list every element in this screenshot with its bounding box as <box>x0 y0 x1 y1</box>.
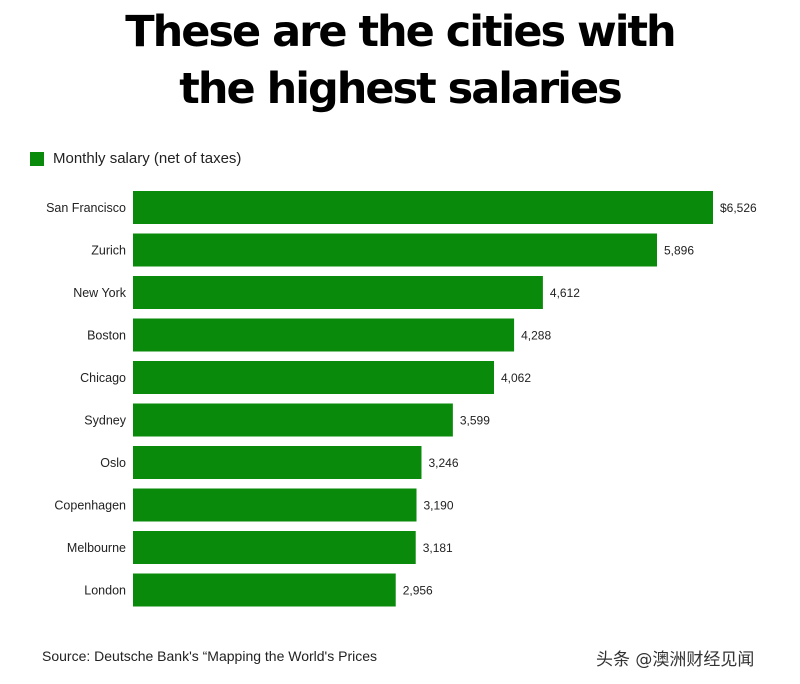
bar-boston <box>133 318 515 352</box>
value-label-new-york: 4,612 <box>550 286 580 300</box>
category-label-new-york: New York <box>73 286 127 300</box>
category-label-chicago: Chicago <box>80 371 126 385</box>
bar-oslo <box>133 446 422 479</box>
value-label-oslo: 3,246 <box>428 456 458 470</box>
value-label-zurich: 5,896 <box>664 244 694 258</box>
value-label-chicago: 4,062 <box>501 371 531 385</box>
value-label-sydney: 3,599 <box>460 414 490 428</box>
value-label-copenhagen: 3,190 <box>424 499 454 513</box>
category-label-melbourne: Melbourne <box>67 541 126 555</box>
source-note: Source: Deutsche Bank's “Mapping the Wor… <box>42 648 378 664</box>
bar-london <box>133 573 396 607</box>
chart-title-line-1: These are the cities with <box>125 7 676 57</box>
bar-chicago <box>133 361 495 394</box>
legend-label: Monthly salary (net of taxes) <box>53 150 242 167</box>
bar-zurich <box>133 233 658 267</box>
bar-chart: San Francisco $6,526 Zurich 5,896 New York 4,… <box>46 191 757 607</box>
value-label-boston: 4,288 <box>521 329 551 343</box>
bar-new-york <box>133 276 543 309</box>
bar-copenhagen <box>133 488 417 522</box>
category-label-san-francisco: San Francisco <box>46 201 126 215</box>
bar-sydney <box>133 403 453 437</box>
value-label-san-francisco: $6,526 <box>720 201 757 215</box>
legend: Monthly salary (net of taxes) <box>30 150 241 167</box>
category-label-zurich: Zurich <box>91 244 126 258</box>
category-label-oslo: Oslo <box>100 456 126 470</box>
legend-swatch <box>30 151 44 166</box>
value-label-london: 2,956 <box>403 584 433 598</box>
category-label-boston: Boston <box>87 329 126 343</box>
watermark: 头条 @澳洲财经见闻 <box>596 650 755 670</box>
chart-title: These are the cities with the highest sa… <box>0 4 800 118</box>
category-label-sydney: Sydney <box>84 414 126 428</box>
bar-san-francisco <box>133 191 713 224</box>
value-label-melbourne: 3,181 <box>423 541 453 555</box>
chart-title-line-2: the highest salaries <box>179 64 622 114</box>
bar-melbourne <box>133 531 416 564</box>
category-label-london: London <box>84 584 126 598</box>
category-label-copenhagen: Copenhagen <box>54 499 126 513</box>
